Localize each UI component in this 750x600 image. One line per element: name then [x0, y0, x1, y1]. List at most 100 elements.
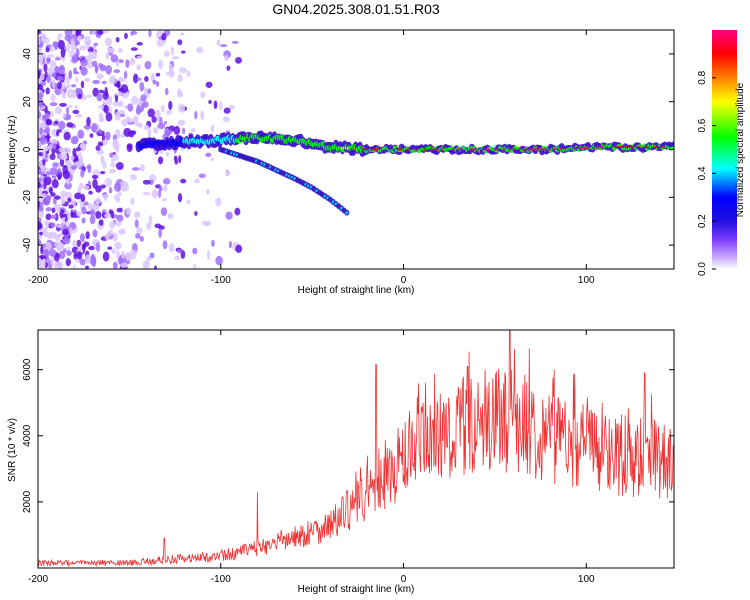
spectrogram-noise-blob	[98, 104, 104, 109]
spectrogram-noise-blob	[134, 219, 139, 229]
spectrogram-noise-blob	[62, 170, 70, 180]
spectrogram-noise-blob	[178, 155, 182, 164]
spectrogram-noise-blob	[86, 116, 91, 127]
spectrogram-noise-blob	[75, 76, 79, 83]
spectrogram-noise-blob	[130, 30, 138, 35]
spectrogram-noise-blob	[235, 244, 243, 253]
spectrogram-noise-blob	[46, 194, 50, 201]
spectrogram-noise-blob	[70, 154, 75, 161]
spectrogram-noise-blob	[204, 222, 209, 227]
spectrogram-noise-blob	[38, 210, 45, 218]
spectrogram-noise-blob	[38, 257, 42, 266]
spectrogram-noise-blob	[135, 233, 141, 239]
spectrogram-noise-blob	[174, 158, 178, 165]
spectrogram-xlabel: Height of straight line (km)	[298, 285, 415, 296]
spectrogram-noise-blob	[52, 41, 59, 48]
spectrogram-noise-blob	[38, 239, 42, 246]
spectrogram-noise-blob	[54, 195, 61, 200]
spectrogram-noise-blob	[112, 232, 118, 242]
spectrogram-noise-blob	[121, 250, 125, 259]
spectrogram-noise-blob	[89, 208, 96, 217]
spectrogram-noise-blob	[151, 189, 159, 199]
spectrogram-noise-blob	[147, 108, 156, 118]
spectrogram-noise-blob	[115, 92, 123, 97]
spectrogram-noise-blob	[132, 73, 139, 84]
spectrogram-noise-blob	[135, 106, 141, 116]
spectrogram-noise-blob	[39, 127, 44, 135]
spectrogram-noise-blob	[84, 254, 91, 264]
spectrogram-noise-blob	[99, 170, 106, 175]
spectrogram-marks	[38, 30, 674, 269]
spectrogram-noise-blob	[143, 87, 148, 96]
spectrogram-noise-blob	[110, 54, 119, 63]
spectrogram-noise-blob	[38, 168, 42, 175]
spectrogram-noise-blob	[72, 264, 76, 269]
spectrogram-noise-blob	[69, 226, 73, 234]
spectrogram-noise-blob	[38, 177, 42, 181]
spectrogram-noise-blob	[45, 46, 50, 53]
spectrogram-noise-blob	[97, 141, 104, 147]
spectrogram-noise-blob	[125, 207, 132, 216]
spectrogram-noise-blob	[42, 40, 46, 44]
spectrogram-noise-blob	[50, 214, 57, 219]
spectrogram-noise-blob	[105, 131, 111, 141]
spectrogram-noise-blob	[60, 190, 68, 198]
spectrogram-noise-blob	[168, 100, 173, 111]
spectrogram-noise-blob	[146, 88, 152, 95]
spectrogram-noise-blob	[180, 178, 187, 184]
spectrogram-noise-blob	[80, 59, 89, 67]
spectrogram-noise-blob	[54, 106, 63, 115]
spectrogram-noise-blob	[51, 179, 59, 189]
spectrogram-noise-blob	[170, 46, 174, 56]
spectrogram-noise-blob	[152, 79, 157, 85]
snr-xlabel: Height of straight line (km)	[298, 584, 415, 595]
spectrogram-noise-blob	[234, 207, 241, 216]
spectrogram-noise-blob	[45, 213, 52, 221]
spectrogram-noise-blob	[70, 136, 79, 145]
spectrogram-noise-blob	[45, 126, 51, 135]
spectrogram-noise-blob	[86, 165, 90, 169]
spectrogram-noise-blob	[228, 241, 233, 249]
spectrogram-noise-blob	[107, 96, 112, 106]
spectrogram-noise-blob	[38, 105, 41, 112]
spectrogram-noise-blob	[181, 50, 186, 54]
spectrogram-noise-blob	[87, 203, 95, 211]
spectrogram-noise-blob	[83, 36, 91, 40]
spectrogram-noise-blob	[109, 75, 116, 85]
spectrogram-noise-blob	[45, 119, 51, 125]
spectrogram-noise-blob	[76, 40, 80, 45]
spectrogram-noise-blob	[164, 129, 172, 136]
spectrogram-noise-blob	[158, 228, 162, 238]
spectrogram-noise-blob	[144, 60, 152, 70]
spectrogram-noise-blob	[40, 81, 47, 86]
spectrogram-noise-blob	[116, 214, 124, 222]
spectrogram-noise-blob	[95, 211, 102, 219]
spectrogram-noise-blob	[63, 131, 71, 141]
spectrogram-noise-blob	[136, 64, 141, 71]
spectrogram-noise-blob	[130, 47, 138, 51]
spectrogram-noise-blob	[66, 88, 74, 99]
spectrogram-noise-blob	[39, 231, 43, 236]
spectrogram-noise-blob	[71, 30, 76, 35]
spectrogram-noise-blob	[142, 260, 150, 269]
spectrogram-noise-blob	[127, 103, 134, 112]
colorbar-gradient	[712, 30, 737, 269]
spectrogram-noise-blob	[38, 52, 43, 59]
spectrogram-noise-blob	[162, 178, 171, 185]
spectrogram-noise-blob	[91, 122, 98, 133]
spectrogram-noise-blob	[124, 32, 128, 40]
snr-ytick-label: 2000	[22, 490, 33, 513]
spectrogram-noise-blob	[225, 211, 233, 220]
spectrogram-noise-blob	[57, 233, 63, 237]
spectrogram-xtick-label: -100	[211, 275, 231, 286]
spectrogram-noise-blob	[38, 264, 46, 269]
spectrogram-noise-blob	[111, 248, 116, 254]
spectrogram-noise-blob	[194, 211, 198, 216]
spectrogram-noise-blob	[61, 219, 66, 226]
spectrogram-noise-blob	[96, 93, 103, 102]
spectrogram-noise-blob	[59, 102, 67, 107]
spectrogram-noise-blob	[152, 126, 159, 134]
spectrogram-noise-blob	[158, 189, 162, 198]
snr-xtick-label: -200	[28, 574, 48, 585]
spectrogram-noise-blob	[215, 197, 222, 207]
